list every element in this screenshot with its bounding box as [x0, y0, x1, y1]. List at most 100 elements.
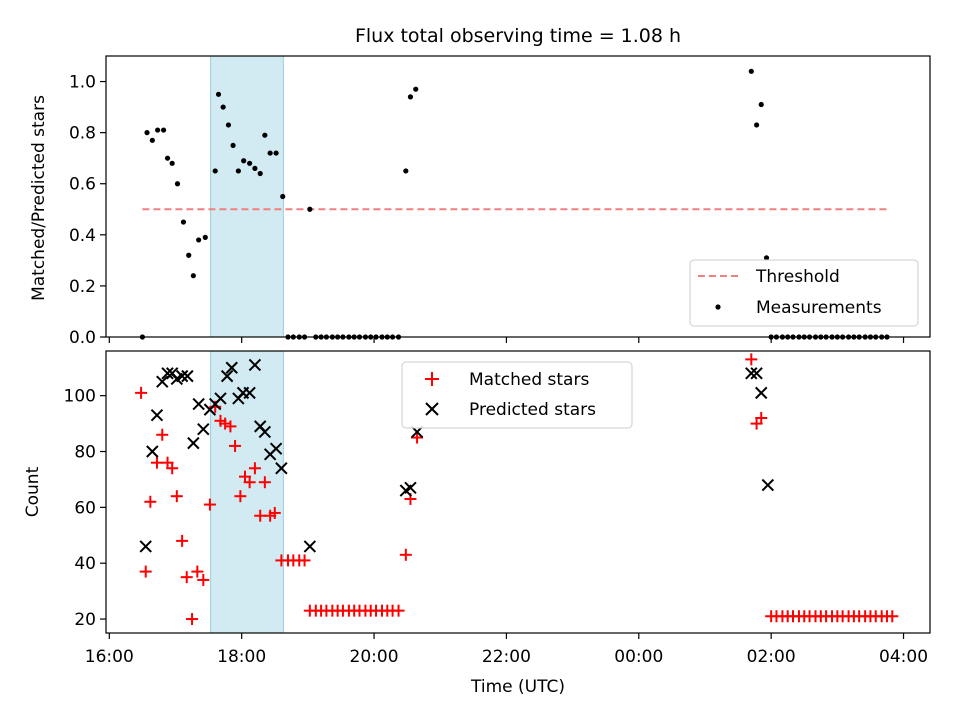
y-tick-label: 40 — [74, 554, 96, 574]
measurement-point — [215, 91, 222, 97]
measurement-point — [225, 122, 232, 128]
legend-predicted-label: Predicted stars — [469, 400, 596, 420]
ratio-x-ticks — [108, 337, 905, 343]
measurement-point — [160, 127, 167, 133]
matched-star-point — [150, 456, 163, 469]
matched-star-point — [180, 571, 193, 584]
matched-star-point — [243, 476, 256, 489]
matched-star-point — [248, 462, 261, 475]
x-tick-label: 18:00 — [217, 647, 266, 667]
matched-star-points — [135, 353, 899, 626]
measurement-point — [413, 86, 419, 92]
measurement-point — [257, 170, 263, 177]
y-tick-label: 100 — [64, 387, 96, 407]
y-tick-label: 0.0 — [69, 328, 96, 348]
count-x-ticks: 16:00 18:00 20:00 22:00 00:00 02:00 04:00 — [85, 633, 928, 667]
matched-star-point — [219, 417, 232, 430]
measurement-point — [247, 160, 253, 166]
predicted-star-point — [139, 540, 152, 553]
predicted-star-point — [750, 367, 763, 380]
matched-star-point — [166, 462, 179, 475]
matched-star-point — [203, 498, 216, 511]
predicted-star-point — [745, 367, 758, 380]
matched-star-point — [886, 610, 899, 623]
observing-window-span — [210, 55, 284, 338]
measurement-point — [186, 252, 192, 258]
x-tick-label: 16:00 — [85, 647, 134, 667]
measurement-point — [267, 150, 273, 156]
measurement-point — [748, 68, 754, 74]
measurement-point — [252, 165, 258, 171]
measurement-point — [144, 130, 150, 136]
matched-star-point — [224, 420, 237, 433]
count-y-ticks: 20 40 60 80 100 — [64, 387, 106, 630]
y-tick-label: 80 — [74, 443, 96, 463]
matched-star-point — [191, 565, 204, 578]
predicted-star-point — [181, 369, 194, 383]
y-tick-label: 0.6 — [69, 175, 96, 195]
ratio-y-ticks: 0.0 0.2 0.4 0.6 0.8 1.0 — [69, 73, 106, 348]
measurement-point — [180, 219, 187, 225]
measurement-point — [149, 137, 155, 143]
x-tick-label: 04:00 — [879, 647, 928, 667]
count-plot-frame — [105, 350, 931, 634]
predicted-star-point — [258, 425, 272, 439]
predicted-star-point — [214, 392, 227, 405]
predicted-star-point — [269, 442, 283, 455]
matched-star-point — [298, 554, 311, 567]
predicted-star-point — [192, 397, 205, 411]
matched-star-point — [176, 534, 189, 547]
legend-measurements-swatch — [715, 304, 721, 310]
ratio-panel: 0.0 0.2 0.4 0.6 0.8 1.0 Matched/Predicted sta… — [29, 55, 931, 348]
measurement-point — [169, 160, 175, 166]
observing-window-span — [210, 350, 284, 634]
measurement-point — [196, 237, 202, 243]
y-tick-label: 60 — [74, 498, 96, 518]
y-tick-label: 0.2 — [69, 277, 96, 297]
predicted-star-point — [761, 478, 775, 492]
matched-star-point — [186, 613, 199, 626]
y-tick-label: 20 — [74, 610, 96, 630]
count-panel: 20 40 60 80 100 16:00 18:00 20:00 22:00 00:00 02:… — [23, 350, 931, 697]
predicted-star-point — [303, 540, 317, 553]
matched-star-point — [170, 490, 183, 503]
count-legend: Matched stars Predicted stars — [401, 361, 633, 429]
matched-star-point — [755, 412, 768, 425]
measurement-point — [280, 193, 286, 200]
matched-star-point — [745, 353, 758, 366]
y-tick-label: 1.0 — [69, 73, 96, 93]
legend-measurements-label: Measurements — [756, 298, 882, 318]
x-axis-label: Time (UTC) — [470, 677, 565, 697]
matched-star-point — [156, 428, 169, 441]
matched-star-point — [135, 386, 148, 399]
matched-star-point — [139, 565, 152, 578]
ratio-y-axis-label: Matched/Predicted stars — [29, 95, 49, 301]
x-tick-label: 00:00 — [614, 647, 663, 667]
predicted-star-point — [150, 409, 164, 422]
predicted-star-point — [225, 361, 238, 374]
measurement-point — [164, 155, 171, 161]
predicted-star-point — [404, 481, 417, 495]
measurement-point — [190, 273, 196, 279]
ratio-plot-frame — [105, 55, 931, 338]
matched-star-point — [399, 548, 412, 561]
predicted-star-point — [275, 462, 288, 475]
count-y-axis-label: Count — [23, 466, 43, 517]
matched-star-point — [268, 506, 281, 519]
ratio-legend: Threshold Measurements — [689, 259, 919, 327]
measurement-point — [220, 104, 226, 110]
predicted-star-point — [755, 386, 768, 400]
measurement-point — [403, 168, 409, 174]
measurement-point — [753, 122, 760, 128]
measurement-point — [273, 150, 279, 156]
x-tick-label: 02:00 — [747, 647, 796, 667]
predicted-star-point — [146, 445, 159, 458]
legend-predicted-swatch — [425, 402, 439, 416]
measurement-point — [758, 101, 764, 108]
measurement-point — [407, 94, 414, 100]
predicted-star-point — [175, 369, 189, 383]
predicted-star-point — [187, 436, 200, 450]
y-tick-label: 0.4 — [69, 226, 96, 246]
matched-star-point — [197, 573, 210, 586]
matched-star-point — [229, 439, 242, 452]
